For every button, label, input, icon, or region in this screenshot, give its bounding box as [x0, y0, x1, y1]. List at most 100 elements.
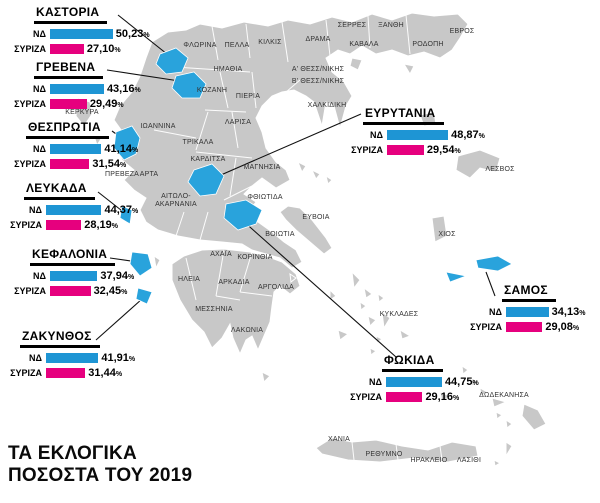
- map-label: ΚΑΡΔΙΤΣΑ: [190, 156, 226, 163]
- map-label: ΜΕΣΣΗΝΙΑ: [195, 306, 233, 313]
- percentage-value: 41,91: [101, 351, 129, 364]
- callout-kastoria: ΚΑΣΤΟΡΙΑ ΝΔ 50,23% ΣΥΡΙΖΑ 27,10%: [6, 3, 149, 57]
- page-title-line2: ΠΟΣΟΣΤΑ ΤΟΥ 2019: [8, 465, 193, 487]
- syriza-percentage: 28,19%: [84, 219, 118, 231]
- party-label-nd: ΝΔ: [29, 204, 42, 215]
- map-label: ΣΕΡΡΕΣ: [337, 22, 367, 29]
- map-label: ΡΕΘΥΜΝΟ: [365, 451, 403, 458]
- nd-bar: [46, 352, 99, 363]
- map-label: ΦΛΩΡΙΝΑ: [183, 42, 217, 49]
- map-label: ΚΑΒΑΛΑ: [349, 41, 379, 48]
- region-name: ΖΑΚΥΝΘΟΣ: [20, 329, 100, 348]
- party-label-syriza: ΣΥΡΙΖΑ: [14, 98, 46, 109]
- percent-sign: %: [131, 207, 139, 215]
- region-name: ΘΕΣΠΡΩΤΙΑ: [26, 120, 109, 139]
- syriza-percentage: 29,08%: [545, 321, 579, 333]
- region-lefkada-highlight: [119, 205, 133, 225]
- nd-percentage: 43,16%: [107, 83, 141, 95]
- region-zakynthos-highlight: [135, 287, 153, 305]
- map-label: ΞΑΝΘΗ: [378, 22, 404, 29]
- nd-percentage: 41,14%: [104, 143, 138, 155]
- party-label-nd: ΝΔ: [33, 270, 46, 281]
- region-kastoria-highlight: [155, 47, 189, 75]
- region-thesprotia-highlight: [113, 125, 141, 161]
- syriza-bar: [50, 158, 90, 169]
- syriza-row: ΣΥΡΙΖΑ 29,16%: [342, 390, 479, 403]
- map-label: ΠΙΕΡΙΑ: [235, 93, 261, 100]
- nd-percentage: 41,91%: [101, 352, 135, 364]
- percentage-value: 32,45: [93, 284, 122, 297]
- map-label: ΗΜΑΘΙΑ: [213, 66, 243, 73]
- map-label: ΠΡΕΒΕΖΑ: [104, 171, 140, 178]
- percentage-value: 34,13: [551, 305, 580, 318]
- page-title-line1: ΤΑ ΕΚΛΟΓΙΚΑ: [8, 443, 137, 464]
- percent-sign: %: [478, 132, 485, 140]
- map-label: ΚΟΡΙΝΘΙΑ: [237, 254, 273, 261]
- percent-sign: %: [134, 86, 141, 94]
- percent-sign: %: [121, 288, 128, 296]
- cyclades-islands-shape: [261, 270, 412, 384]
- percent-sign: %: [115, 370, 123, 378]
- percent-sign: %: [128, 355, 136, 363]
- map-label: ΑΙΤΩΛΟ-ΑΚΑΡΝΑΝΙΑ: [155, 193, 197, 209]
- region-grevena-highlight: [171, 71, 207, 99]
- syriza-row: ΣΥΡΙΖΑ 31,54%: [6, 157, 138, 170]
- percentage-value: 48,87: [451, 128, 479, 141]
- map-label: ΤΡΙΚΑΛΑ: [182, 139, 214, 146]
- map-label: ΚΕΡΚΥΡΑ: [65, 109, 99, 116]
- percentage-value: 29,54: [426, 143, 455, 156]
- nd-bar: [46, 204, 102, 215]
- percent-sign: %: [117, 101, 124, 109]
- map-label: ΔΩΔΕΚΑΝΗΣΑ: [479, 392, 529, 399]
- callout-thesprotia: ΘΕΣΠΡΩΤΙΑ ΝΔ 41,14% ΣΥΡΙΖΑ 31,54%: [6, 118, 138, 172]
- map-label: ΛΑΚΩΝΙΑ: [230, 327, 264, 334]
- party-label-nd: ΝΔ: [489, 306, 502, 317]
- region-name: ΛΕΥΚΑΔΑ: [24, 181, 95, 200]
- syriza-bar: [387, 144, 424, 155]
- percentage-value: 29,08: [545, 320, 573, 333]
- percent-sign: %: [572, 324, 580, 332]
- percent-sign: %: [452, 394, 460, 402]
- syriza-bar: [50, 43, 84, 54]
- leader-line-grevena: [106, 69, 187, 83]
- leader-line-kastoria: [117, 14, 173, 59]
- map-label: ΑΡΓΟΛΙΔΑ: [257, 284, 295, 291]
- map-label: ΛΕΣΒΟΣ: [485, 166, 515, 173]
- map-label: Α' ΘΕΣΣ/ΝΙΚΗΣ: [291, 66, 345, 73]
- nd-row: ΝΔ 44,37%: [2, 203, 138, 216]
- percentage-value: 28,19: [84, 218, 112, 231]
- nd-row: ΝΔ 44,75%: [342, 375, 479, 388]
- nd-bar: [50, 143, 102, 154]
- map-label: ΑΡΚΑΔΙΑ: [218, 279, 250, 286]
- syriza-row: ΣΥΡΙΖΑ 32,45%: [6, 284, 134, 297]
- syriza-bar: [50, 98, 87, 109]
- map-label: ΔΡΑΜΑ: [305, 36, 331, 43]
- syriza-bar: [506, 321, 543, 332]
- map-label: ΛΑΡΙΣΑ: [224, 119, 252, 126]
- syriza-bar: [46, 219, 82, 230]
- dodecanese-islands-shape: [439, 364, 547, 467]
- syriza-percentage: 29,49%: [90, 98, 124, 110]
- syriza-percentage: 32,45%: [94, 285, 128, 297]
- nd-row: ΝΔ 37,94%: [6, 269, 134, 282]
- percentage-value: 44,37: [104, 203, 132, 216]
- nd-bar: [50, 270, 98, 281]
- nd-percentage: 48,87%: [451, 129, 485, 141]
- party-label-syriza: ΣΥΡΙΖΑ: [14, 43, 46, 54]
- region-name: ΕΥΡΥΤΑΝΙΑ: [363, 106, 444, 125]
- map-label: Β' ΘΕΣΣ/ΝΙΚΗΣ: [291, 78, 345, 85]
- party-label-syriza: ΣΥΡΙΖΑ: [10, 367, 42, 378]
- nd-percentage: 44,37%: [104, 204, 138, 216]
- map-label: ΗΡΑΚΛΕΙΟ: [410, 457, 448, 464]
- leader-line-evrytania: [213, 113, 362, 179]
- party-label-nd: ΝΔ: [33, 28, 46, 39]
- syriza-percentage: 29,54%: [427, 144, 461, 156]
- map-label: ΕΒΡΟΣ: [449, 28, 475, 35]
- nd-row: ΝΔ 41,14%: [6, 142, 138, 155]
- callout-lefkada: ΛΕΥΚΑΔΑ ΝΔ 44,37% ΣΥΡΙΖΑ 28,19%: [2, 179, 138, 233]
- evia-island-shape: [279, 205, 333, 255]
- nd-bar: [506, 306, 549, 317]
- map-label: ΛΑΣΙΘΙ: [456, 457, 482, 464]
- map-label: ΒΟΙΩΤΙΑ: [265, 231, 295, 238]
